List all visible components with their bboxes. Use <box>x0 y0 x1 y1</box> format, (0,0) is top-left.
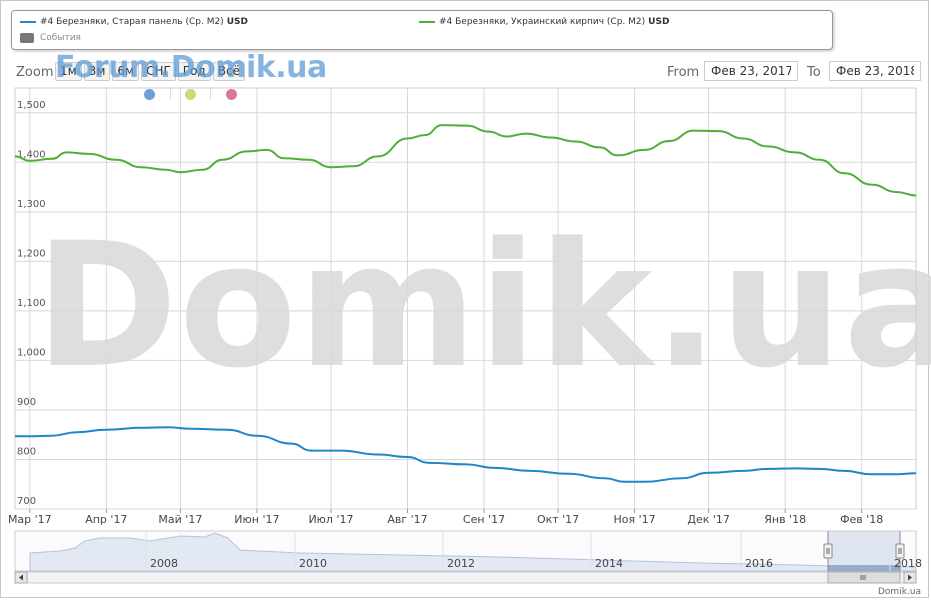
zoom-6m-button[interactable]: 6м <box>112 62 140 81</box>
to-label: To <box>807 65 821 80</box>
x-tick-label: Дек '17 <box>687 513 730 526</box>
legend-label-old-panel: #4 Березняки, Старая панель (Ср. М2) <box>40 17 224 27</box>
y-axis-labels: 700 800 900 1,000 1,100 1,200 1,300 1,400 1,500 <box>17 100 46 507</box>
y-tick-label: 1,100 <box>17 298 46 309</box>
scrollbar-thumb[interactable] <box>827 571 901 584</box>
navigator-handle[interactable] <box>823 543 833 559</box>
legend: #4 Березняки, Старая панель (Ср. М2) USD… <box>11 10 833 50</box>
series-line-old-panel[interactable] <box>15 426 917 483</box>
events-box-icon <box>20 33 34 43</box>
x-tick-label: Сен '17 <box>463 513 505 526</box>
navigator-year-label: 2016 <box>745 557 773 570</box>
x-tick-label: Апр '17 <box>85 513 127 526</box>
x-tick-label: Окт '17 <box>537 513 579 526</box>
zoom-ytd-button[interactable]: СНГ <box>141 62 176 81</box>
x-tick-label: Мар '17 <box>8 513 52 526</box>
plot-border <box>14 87 917 510</box>
zoom-1y-button[interactable]: Год <box>177 62 211 81</box>
x-tick-label: Ноя '17 <box>614 513 656 526</box>
y-tick-label: 900 <box>17 397 36 408</box>
x-tick-label: Фев '18 <box>840 513 883 526</box>
y-tick-label: 1,500 <box>17 100 46 111</box>
zoom-buttons: 1м 3м 6м СНГ Год Всё <box>55 62 245 81</box>
x-tick-label: Июн '17 <box>234 513 279 526</box>
to-date-input[interactable] <box>829 61 921 81</box>
legend-unit-old-panel: USD <box>226 17 248 27</box>
navigator[interactable]: 2008 2010 2012 2014 2016 2018 <box>14 530 922 584</box>
y-tick-label: 1,300 <box>17 199 46 210</box>
zoom-all-button[interactable]: Всё <box>212 62 245 81</box>
y-tick-label: 800 <box>17 446 36 457</box>
event-separator <box>170 88 171 100</box>
series-layer <box>14 124 917 483</box>
navigator-selection[interactable] <box>828 531 900 571</box>
x-axis-labels: Мар '17 Апр '17 Май '17 Июн '17 Июл '17 Авг '… <box>8 513 883 526</box>
navigator-year-label: 2018 <box>894 557 922 570</box>
navigator-overview <box>29 532 917 572</box>
footer-brand: Domik.ua <box>878 587 921 597</box>
zoom-1m-button[interactable]: 1м <box>55 62 82 81</box>
zoom-label: Zoom <box>16 65 54 80</box>
navigator-year-label: 2014 <box>595 557 623 570</box>
event-separator <box>210 88 211 100</box>
from-label: From <box>667 65 700 80</box>
grid-layer <box>14 87 917 513</box>
y-tick-label: 1,400 <box>17 149 46 160</box>
navigator-selected-series <box>828 565 900 571</box>
y-tick-label: 1,200 <box>17 248 46 259</box>
event-dot-pink[interactable] <box>226 89 237 100</box>
legend-label-ukrainian-brick: #4 Березняки, Украинский кирпич (Ср. М2) <box>439 17 646 27</box>
legend-label-events: События <box>40 33 81 43</box>
series-line-ukrainian-brick[interactable] <box>14 124 917 197</box>
x-tick-label: Май '17 <box>158 513 202 526</box>
navigator-year-label: 2012 <box>447 557 475 570</box>
zoom-3m-button[interactable]: 3м <box>83 62 111 81</box>
legend-item-ukrainian-brick[interactable]: #4 Березняки, Украинский кирпич (Ср. М2)… <box>419 17 669 27</box>
scroll-left-icon <box>19 574 23 581</box>
event-dot-blue[interactable] <box>144 89 155 100</box>
scroll-right-icon <box>908 574 912 581</box>
legend-item-old-panel[interactable]: #4 Березняки, Старая панель (Ср. М2) USD <box>20 17 248 27</box>
legend-swatch-green <box>419 21 435 23</box>
scrollbar-track[interactable] <box>14 571 917 584</box>
x-tick-label: Янв '18 <box>764 513 806 526</box>
y-tick-label: 1,000 <box>17 347 46 358</box>
x-tick-label: Июл '17 <box>308 513 353 526</box>
x-tick-label: Авг '17 <box>387 513 427 526</box>
navigator-year-label: 2008 <box>150 557 178 570</box>
legend-unit-ukrainian-brick: USD <box>648 17 670 27</box>
from-date-input[interactable] <box>704 61 798 81</box>
navigator-handle[interactable] <box>895 543 905 559</box>
legend-swatch-blue <box>20 21 36 23</box>
navigator-year-label: 2010 <box>299 557 327 570</box>
y-tick-label: 700 <box>17 496 36 507</box>
legend-item-events[interactable]: События <box>20 33 81 43</box>
event-dot-green[interactable] <box>185 89 196 100</box>
